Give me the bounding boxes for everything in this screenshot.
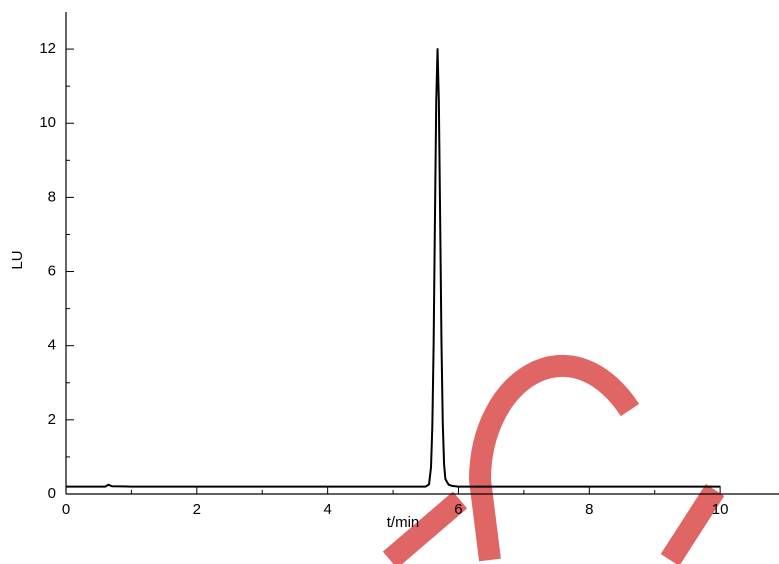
y-tick-label: 8 — [48, 188, 56, 205]
y-tick-label: 0 — [48, 485, 56, 502]
data-line — [66, 48, 721, 488]
y-tick-label: 4 — [48, 337, 56, 354]
x-tick-label: 0 — [62, 501, 70, 518]
y-axis-label: LU — [9, 250, 26, 269]
y-tick-label: 2 — [48, 411, 56, 428]
x-tick-label: 2 — [193, 501, 201, 518]
x-tick-label: 10 — [712, 501, 729, 518]
x-axis-label: t/min — [387, 514, 420, 531]
watermark — [382, 354, 725, 564]
y-tick-label: 12 — [39, 40, 56, 57]
x-tick-label: 6 — [454, 501, 462, 518]
x-tick-label: 8 — [585, 501, 593, 518]
x-tick-label: 4 — [323, 501, 331, 518]
y-tick-label: 6 — [48, 263, 56, 280]
y-tick-label: 10 — [39, 114, 56, 131]
